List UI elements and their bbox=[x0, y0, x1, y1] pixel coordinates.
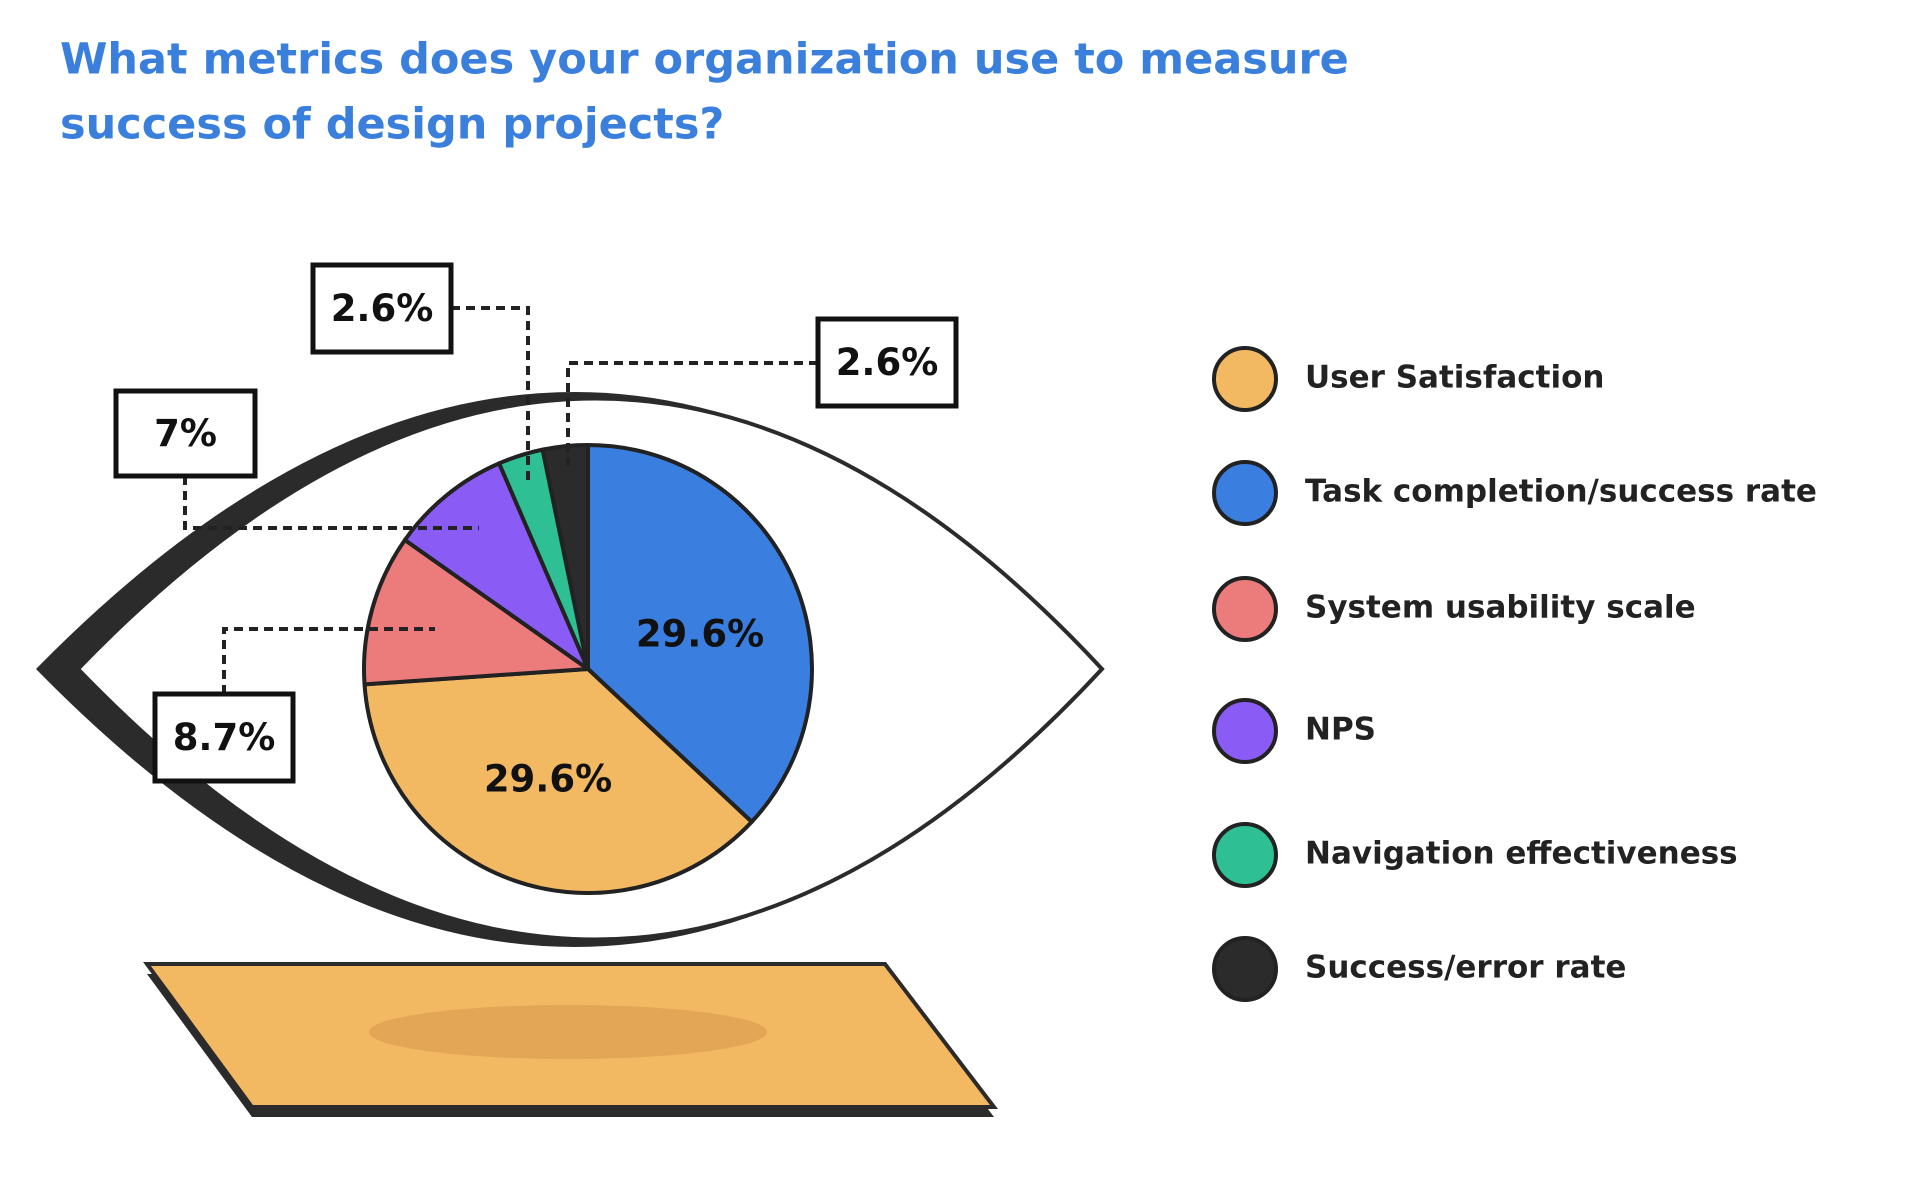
legend-label: Navigation effectiveness bbox=[1305, 836, 1738, 872]
leader-line bbox=[222, 627, 435, 694]
legend-swatch bbox=[1212, 460, 1278, 526]
pie-slice bbox=[586, 443, 814, 824]
legend-label: User Satisfaction bbox=[1305, 360, 1604, 396]
legend-label: NPS bbox=[1305, 712, 1376, 748]
value-label: 8.7% bbox=[173, 716, 276, 759]
pie-slice bbox=[362, 667, 754, 895]
leader-line bbox=[566, 361, 818, 466]
value-label: 29.6% bbox=[636, 613, 764, 656]
pie bbox=[362, 443, 814, 895]
platform-spot bbox=[369, 1005, 767, 1059]
pie-slice bbox=[402, 461, 590, 671]
value-label: 2.6% bbox=[331, 287, 434, 330]
annotations: 29.6% 29.6% 8.7% 7% 2.6% 2.6% bbox=[113, 262, 959, 801]
value-label: 7% bbox=[154, 412, 217, 455]
legend-swatch bbox=[1212, 576, 1278, 642]
legend-swatch bbox=[1212, 698, 1278, 764]
legend-label: Success/error rate bbox=[1305, 950, 1626, 986]
legend-label: Task completion/success rate bbox=[1305, 474, 1817, 510]
chart-title: success of design projects? bbox=[60, 100, 724, 150]
leader-line bbox=[451, 306, 530, 485]
leader-line bbox=[183, 476, 479, 530]
pie-slice bbox=[362, 537, 590, 687]
chart-title: What metrics does your organization use … bbox=[60, 35, 1349, 85]
legend-swatch bbox=[1212, 936, 1278, 1002]
legend: User Satisfaction Task completion/success… bbox=[1212, 346, 1817, 1002]
legend-swatch bbox=[1212, 346, 1278, 412]
label-box bbox=[815, 316, 959, 409]
value-label: 2.6% bbox=[836, 341, 939, 384]
legend-label: System usability scale bbox=[1305, 590, 1696, 626]
label-box bbox=[152, 691, 296, 784]
label-box bbox=[113, 388, 258, 479]
pie-slice bbox=[540, 443, 590, 671]
value-label: 29.6% bbox=[484, 758, 612, 801]
legend-swatch bbox=[1212, 822, 1278, 888]
label-box bbox=[310, 262, 454, 355]
